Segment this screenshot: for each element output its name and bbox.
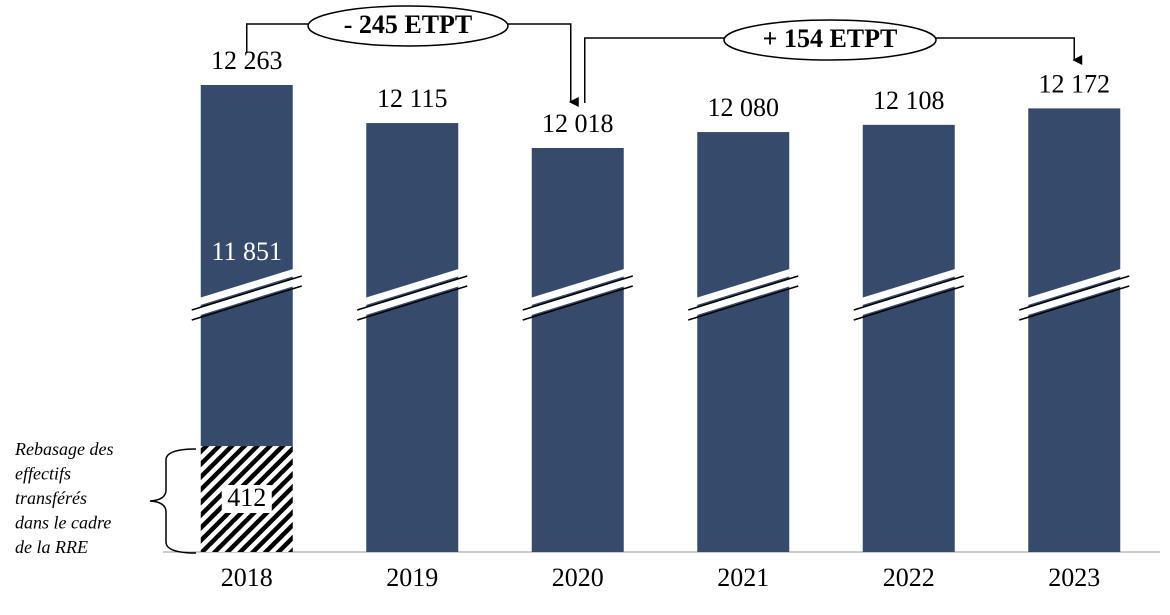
axis-break	[522, 275, 633, 311]
axis-break	[521, 276, 634, 318]
axis-break	[356, 276, 469, 318]
bar-segment	[1028, 108, 1121, 553]
axis-break	[1018, 266, 1131, 308]
bar-segment	[862, 124, 955, 552]
axis-break	[852, 276, 965, 318]
x-tick-label: 2019	[386, 563, 438, 592]
axis-break	[190, 276, 303, 318]
axis-break	[356, 266, 469, 308]
brace-note: de la RRE	[15, 537, 88, 557]
x-tick-label: 2022	[883, 563, 935, 592]
axis-break	[687, 266, 800, 308]
axis-break	[853, 275, 964, 311]
bar-segment	[200, 85, 293, 447]
axis-break	[191, 285, 302, 321]
annotation-line	[246, 23, 308, 53]
total-label: 12 018	[542, 109, 614, 138]
annotation-text: + 154 ETPT	[763, 24, 898, 53]
x-tick-label: 2021	[717, 563, 769, 592]
brace	[149, 448, 197, 554]
label-bg	[221, 485, 272, 514]
axis-break	[853, 285, 964, 321]
axis-break	[521, 266, 634, 308]
annotation-arrow	[508, 23, 579, 107]
annotation-arrow	[936, 37, 1083, 65]
axis-break	[1019, 285, 1130, 321]
x-tick-label: 2018	[221, 563, 273, 592]
bar-segment	[366, 123, 459, 553]
brace-note: dans le cadre	[15, 513, 111, 533]
x-tick-label: 2023	[1048, 563, 1100, 592]
brace-note: effectifs	[15, 464, 71, 484]
axis-break	[687, 276, 800, 318]
axis-break	[1019, 275, 1130, 311]
annotation-ellipse	[723, 19, 937, 61]
axis-break	[852, 266, 965, 308]
total-label: 12 080	[708, 93, 780, 122]
annotation-ellipse	[307, 5, 509, 47]
axis-break	[357, 275, 468, 311]
total-label: 12 172	[1039, 69, 1111, 98]
bar-segment	[531, 148, 624, 552]
axis-break	[688, 275, 799, 311]
brace-note: transférés	[15, 488, 87, 508]
axis-break	[190, 266, 303, 308]
total-label: 12 108	[873, 86, 945, 115]
annotation-text: - 245 ETPT	[344, 10, 473, 39]
total-label: 12 115	[377, 84, 448, 113]
axis-break	[191, 275, 302, 311]
annotation-line	[584, 37, 724, 103]
bar-segment	[697, 132, 790, 553]
axis-break	[522, 285, 633, 321]
axis-break	[1018, 276, 1131, 318]
axis-break	[357, 285, 468, 321]
x-tick-label: 2020	[552, 563, 604, 592]
segment-label: 11 851	[211, 237, 282, 266]
brace-note: Rebasage des	[14, 439, 113, 459]
segment-label: 412	[227, 483, 266, 512]
axis-break	[688, 285, 799, 321]
